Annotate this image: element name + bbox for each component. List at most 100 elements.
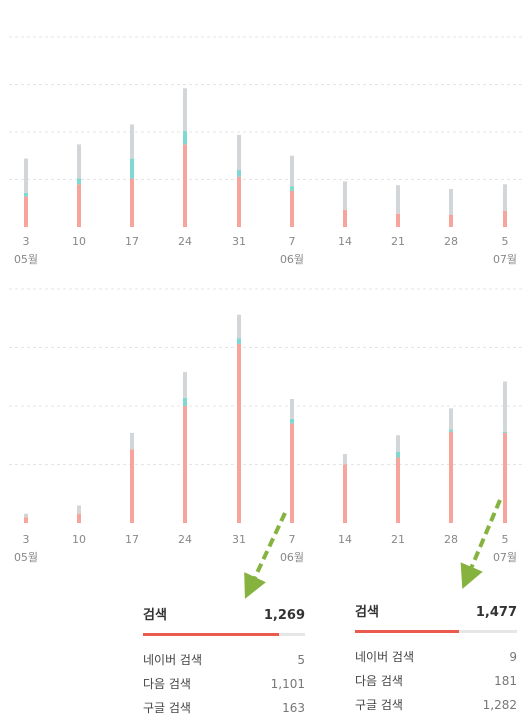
bar-segment xyxy=(237,176,241,227)
row-value: 163 xyxy=(282,701,305,715)
bar-segment xyxy=(449,214,453,227)
x-tick-label: 31 xyxy=(232,235,246,248)
bar-segment xyxy=(130,158,134,179)
x-tick-label: 24 xyxy=(178,533,192,546)
bar-segment xyxy=(130,178,134,227)
x-tick-label: 21 xyxy=(391,235,405,248)
bar-segment xyxy=(183,131,187,145)
bar-segment xyxy=(343,464,347,523)
month-label: 06월 xyxy=(280,253,304,266)
bar-segment xyxy=(24,158,28,193)
list-item: 네이버 검색 9 xyxy=(355,645,517,669)
bar-segment xyxy=(503,184,507,211)
x-tick-label: 14 xyxy=(338,235,352,248)
list-item: 구글 검색 163 xyxy=(143,696,305,720)
bar-segment xyxy=(183,372,187,398)
bar-segment xyxy=(77,178,81,185)
bar-segment xyxy=(183,406,187,523)
bar-segment xyxy=(449,408,453,430)
bar-segment xyxy=(396,213,400,227)
bar-segment xyxy=(237,338,241,344)
bar-segment xyxy=(130,432,134,450)
bar-segment xyxy=(290,190,294,227)
bar-segment xyxy=(183,144,187,227)
row-value: 1,282 xyxy=(482,698,517,712)
row-value: 9 xyxy=(509,650,517,664)
row-label: 네이버 검색 xyxy=(355,650,415,664)
month-label: 05월 xyxy=(14,253,38,266)
bar-segment xyxy=(24,517,28,523)
bar-segment xyxy=(130,449,134,523)
bar-segment xyxy=(77,513,81,523)
list-item: 구글 검색 1,282 xyxy=(355,693,517,717)
row-label: 다음 검색 xyxy=(355,674,403,688)
bar-segment xyxy=(290,398,294,419)
bar-segment xyxy=(396,435,400,452)
row-label: 다음 검색 xyxy=(143,677,191,691)
bar-segment xyxy=(449,429,453,432)
annotation-arrows xyxy=(244,499,502,599)
bar-segment xyxy=(396,457,400,523)
x-tick-label: 10 xyxy=(72,235,86,248)
x-tick-label: 7 xyxy=(289,533,296,546)
bar-segment xyxy=(449,189,453,215)
progress-track xyxy=(355,630,517,633)
bar-segment xyxy=(237,170,241,177)
row-value: 1,101 xyxy=(270,677,305,691)
x-tick-label: 21 xyxy=(391,533,405,546)
summary-panel-left: 검색 1,269 네이버 검색 5 다음 검색 1,101 구글 검색 163 xyxy=(143,604,305,720)
panel-total: 1,269 xyxy=(263,608,305,623)
bar-segment xyxy=(77,144,81,179)
x-tick-label: 17 xyxy=(125,533,139,546)
bar-segment xyxy=(503,431,507,433)
bar-segment xyxy=(290,418,294,424)
panel-header: 검색 1,477 xyxy=(355,601,517,620)
bar-segment xyxy=(183,88,187,132)
bar-segment xyxy=(503,432,507,523)
bar-segment xyxy=(290,186,294,191)
panel-header: 검색 1,269 xyxy=(143,604,305,623)
x-tick-label: 5 xyxy=(502,235,509,248)
month-label: 07월 xyxy=(493,551,517,564)
bar-segment xyxy=(503,210,507,227)
chart-1: 3 10 17 24 31 7 14 21 28 5 05월 06월 07월 xyxy=(9,288,522,564)
row-value: 5 xyxy=(297,653,305,667)
annotation-arrow xyxy=(460,499,502,590)
bar-segment xyxy=(237,134,241,170)
x-tick-label: 17 xyxy=(125,235,139,248)
x-tick-label: 28 xyxy=(444,533,458,546)
bar-segment xyxy=(237,314,241,339)
x-tick-label: 3 xyxy=(23,533,30,546)
progress-fill xyxy=(143,633,280,636)
bar-segment xyxy=(396,451,400,458)
bar-segment xyxy=(183,397,187,406)
bar-segment xyxy=(24,196,28,227)
panel-total: 1,477 xyxy=(475,605,517,620)
month-label: 06월 xyxy=(280,551,304,564)
bar-segment xyxy=(449,431,453,523)
x-tick-label: 7 xyxy=(289,235,296,248)
month-label: 07월 xyxy=(493,253,517,266)
x-tick-label: 10 xyxy=(72,533,86,546)
panel-title: 검색 xyxy=(143,608,167,623)
bar-segment xyxy=(343,209,347,227)
progress-track xyxy=(143,633,305,636)
bar-segment xyxy=(24,513,28,518)
bar-segment xyxy=(130,124,134,159)
panel-title: 검색 xyxy=(355,605,379,620)
bar-segment xyxy=(343,181,347,210)
bar-segment xyxy=(396,185,400,214)
bar-segment xyxy=(77,505,81,514)
bar-segment xyxy=(290,423,294,523)
x-tick-label: 14 xyxy=(338,533,352,546)
bar-segment xyxy=(24,192,28,197)
x-tick-label: 24 xyxy=(178,235,192,248)
x-tick-label: 31 xyxy=(232,533,246,546)
month-label: 05월 xyxy=(14,551,38,564)
bar-segment xyxy=(77,184,81,227)
x-tick-label: 5 xyxy=(502,533,509,546)
bar-segment xyxy=(290,155,294,187)
x-tick-label: 28 xyxy=(444,235,458,248)
row-label: 구글 검색 xyxy=(143,701,191,715)
summary-panel-right: 검색 1,477 네이버 검색 9 다음 검색 181 구글 검색 1,282 xyxy=(355,601,517,717)
